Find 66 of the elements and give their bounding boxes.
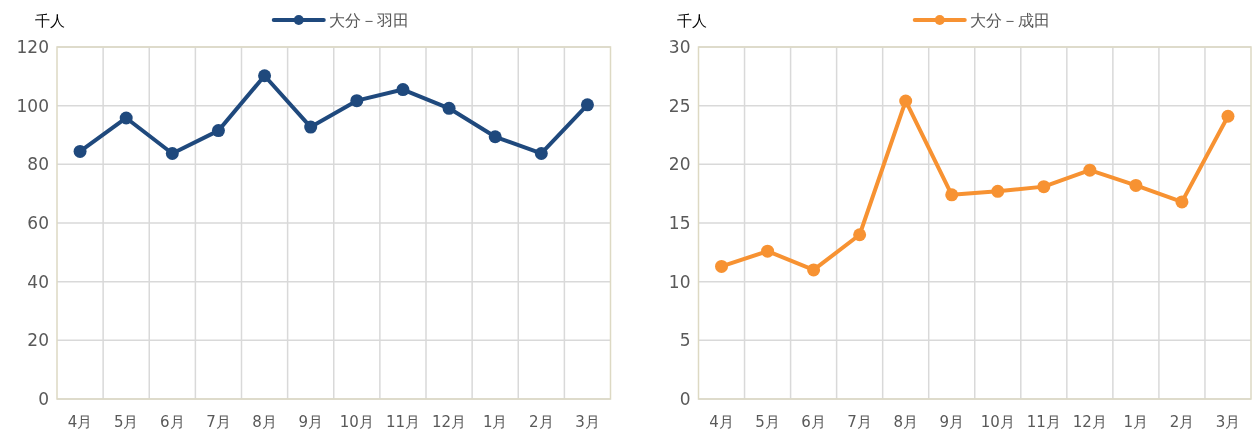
y-tick-label: 15: [668, 213, 691, 233]
x-tick-label: 12月: [432, 413, 467, 431]
y-tick-label: 0: [679, 389, 691, 409]
point: [73, 144, 87, 158]
legend-label: 大分－成田: [969, 11, 1050, 30]
x-tick-label: 8月: [893, 413, 918, 431]
x-tick-label: 3月: [575, 413, 600, 431]
point: [853, 228, 867, 242]
point: [761, 244, 775, 258]
x-tick-label: 4月: [709, 413, 734, 431]
x-tick-label: 1月: [482, 413, 508, 431]
x-tick-label: 7月: [847, 413, 872, 431]
point: [534, 146, 548, 160]
x-tick-label: 6月: [160, 413, 185, 431]
x-tick-label: 9月: [939, 413, 964, 431]
y-tick-label: 20: [27, 330, 49, 351]
point: [1129, 178, 1143, 192]
point: [119, 111, 133, 125]
x-tick-label: 10月: [980, 413, 1015, 431]
point: [1037, 180, 1051, 194]
x-tick-label: 4月: [67, 413, 93, 431]
y-tick-label: 20: [668, 154, 691, 175]
x-tick-label: 3月: [1215, 413, 1241, 431]
y-tick-label: 80: [27, 154, 49, 175]
y-tick-label: 100: [16, 95, 49, 116]
point: [488, 130, 502, 144]
point: [1221, 109, 1235, 123]
point: [396, 83, 410, 97]
point: [211, 124, 225, 138]
x-tick-label: 1月: [1123, 413, 1149, 431]
x-tick-label: 2月: [529, 413, 554, 431]
point: [1175, 195, 1189, 209]
point: [715, 259, 729, 273]
x-tick-label: 6月: [801, 413, 826, 431]
y-tick-label: 0: [38, 389, 49, 409]
y-tick-label: 120: [16, 37, 49, 57]
point: [580, 98, 594, 112]
point: [899, 94, 913, 108]
point: [442, 101, 456, 115]
point: [350, 94, 364, 108]
point: [945, 188, 959, 202]
y-axis-title: 千人: [676, 12, 707, 30]
x-tick-label: 10月: [339, 413, 374, 431]
point: [1083, 163, 1097, 177]
x-tick-label: 12月: [1072, 413, 1107, 431]
x-tick-label: 11月: [1026, 413, 1061, 431]
x-tick-label: 11月: [385, 413, 420, 431]
y-tick-label: 60: [27, 213, 49, 233]
y-tick-label: 5: [679, 330, 691, 351]
x-tick-label: 7月: [206, 413, 231, 431]
legend-label: 大分－羽田: [328, 11, 409, 30]
point: [258, 69, 272, 83]
x-tick-label: 8月: [252, 413, 277, 431]
point: [991, 184, 1005, 198]
x-tick-label: 5月: [755, 413, 780, 431]
y-axis-title: 千人: [35, 12, 65, 30]
x-tick-label: 9月: [298, 413, 323, 431]
y-tick-label: 10: [668, 271, 691, 292]
point: [165, 146, 179, 160]
point: [304, 120, 318, 134]
y-tick-label: 30: [668, 37, 691, 57]
y-tick-label: 40: [27, 271, 49, 292]
x-tick-label: 5月: [113, 413, 139, 431]
y-tick-label: 25: [668, 95, 691, 116]
x-tick-label: 2月: [1169, 413, 1195, 431]
point: [807, 263, 821, 277]
